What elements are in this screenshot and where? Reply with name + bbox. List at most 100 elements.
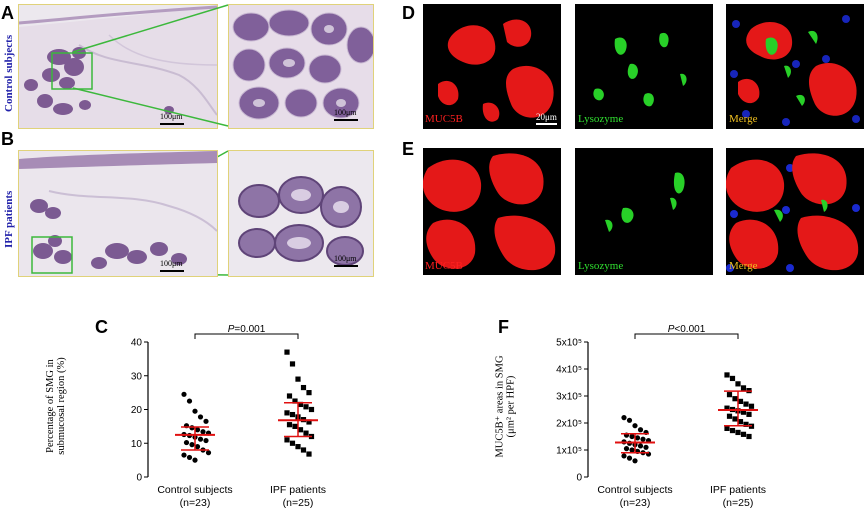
chart-c-point-control	[197, 414, 204, 420]
chart-f-ylabel: MUC5B⁺ areas in SMG (μm² per HPF)	[494, 355, 517, 458]
chart-c-ytick-label: 40	[131, 338, 143, 349]
chart-c-point-control	[183, 439, 190, 446]
chart-f-xlabel-n: (n=25)	[723, 497, 754, 509]
label-e-lysozyme: Lysozyme	[578, 260, 624, 272]
chart-f-point-ipf	[732, 416, 738, 422]
chart-c-point-control	[181, 452, 187, 458]
chart-c-ytick-label: 20	[131, 405, 143, 416]
chart-c-point-ipf	[295, 444, 301, 450]
chart-f-ytick-label: 5x10⁵	[556, 338, 582, 349]
chart-f-ytick-label: 3x10⁵	[556, 392, 582, 403]
label-d-lysozyme: Lysozyme	[578, 113, 624, 125]
chart-c-point-control	[186, 398, 193, 404]
chart-f-point-ipf	[740, 385, 747, 391]
chart-c-point-ipf	[295, 376, 301, 382]
chart-c-point-ipf	[303, 404, 309, 410]
chart-c-point-control	[192, 457, 198, 463]
chart-f-point-ipf	[735, 381, 741, 387]
histology-ipf-zoom	[228, 150, 374, 277]
chart-f-ytick-label: 0	[576, 473, 582, 484]
panel-letter-e: E	[402, 139, 415, 159]
chart-f-ytick-label: 2x10⁵	[556, 419, 582, 430]
label-d-merge: Merge	[729, 113, 758, 125]
chart-c-point-ipf	[284, 437, 290, 443]
scalebar-d: 20μm	[536, 112, 557, 125]
chart-f-point-ipf	[724, 405, 730, 411]
label-d-muc5b: MUC5B	[425, 113, 463, 125]
chart-c-point-control	[200, 429, 206, 435]
chart-c-point-ipf	[289, 361, 296, 367]
chart-c-point-control	[194, 444, 201, 450]
chart-f-point-ipf	[726, 392, 733, 398]
chart-c-pvalue-bracket	[194, 333, 299, 339]
label-e-muc5b: MUC5B	[425, 260, 463, 272]
chart-c-point-ipf	[303, 430, 309, 436]
chart-c-point-ipf	[297, 401, 304, 408]
chart-f-point-ipf	[743, 401, 749, 407]
chart-c-point-ipf	[306, 390, 312, 396]
chart-c-point-ipf	[306, 451, 312, 457]
chart-c-ytick-label: 0	[136, 473, 142, 484]
chart-f-point-ipf	[732, 396, 738, 402]
scalebar-a-left: 100μm	[160, 112, 184, 125]
chart-c: 0 10 20 30 40 P=0.001 Control subjects(n=23) IP…	[131, 325, 326, 509]
chart-c-point-ipf	[300, 384, 307, 391]
panel-letter-a: A	[1, 3, 14, 23]
chart-c-ylabel: Percentage of SMG in submucosal region (…	[45, 357, 67, 455]
chart-f-point-ipf	[740, 431, 747, 437]
chart-c-ytick-label: 10	[131, 439, 143, 450]
chart-f-point-control	[623, 446, 630, 452]
panel-letter-c: C	[95, 317, 108, 337]
chart-f-xlabel: Control subjects	[597, 484, 672, 496]
chart-c-xlabel: Control subjects	[157, 484, 232, 496]
chart-f: 0 1x10⁵ 2x10⁵ 3x10⁵ 4x10⁵ 5x10⁵ P<0.001 Control…	[556, 325, 766, 509]
chart-f-point-ipf	[746, 411, 752, 417]
fluor-d-merge	[726, 4, 864, 129]
chart-c-point-control	[197, 436, 204, 442]
chart-f-point-control	[626, 455, 633, 461]
scalebar-b-right: 100μm	[334, 254, 358, 267]
chart-f-pvalue-bracket	[634, 333, 739, 339]
chart-c-point-control	[203, 418, 209, 424]
chart-f-point-ipf	[737, 419, 744, 425]
chart-f-point-control	[621, 453, 627, 459]
chart-f-point-control	[634, 435, 641, 441]
chart-f-point-control	[637, 427, 644, 433]
chart-f-point-ipf	[729, 375, 736, 382]
fluor-d-muc5b	[423, 4, 561, 129]
chart-c-ytick-label: 30	[131, 371, 143, 382]
chart-f-point-control	[632, 423, 638, 429]
chart-f-point-ipf	[743, 421, 749, 427]
chart-f-point-control	[637, 443, 644, 449]
chart-f-point-ipf	[724, 425, 730, 431]
chart-c-xlabel-n: (n=25)	[283, 497, 314, 509]
scalebar-a-right: 100μm	[334, 108, 358, 121]
chart-c-point-ipf	[289, 440, 296, 446]
chart-f-point-control	[626, 417, 633, 423]
chart-f-point-ipf	[729, 427, 736, 434]
chart-c-point-control	[186, 454, 193, 461]
chart-f-xlabel-n: (n=23)	[620, 497, 651, 509]
fluor-e-lysozyme	[575, 148, 713, 275]
chart-f-point-ipf	[724, 372, 730, 378]
chart-f-point-control	[640, 436, 646, 442]
chart-c-point-ipf	[306, 419, 312, 425]
chart-c-point-ipf	[286, 422, 293, 428]
chart-f-point-control	[643, 444, 649, 450]
chart-f-ytick-label: 4x10⁵	[556, 365, 582, 376]
panel-letter-b: B	[1, 129, 14, 149]
chart-c-point-ipf	[297, 427, 304, 433]
chart-f-point-control	[629, 447, 635, 453]
chart-c-pvalue: P=0.001	[228, 325, 266, 335]
histology-ipf-overview	[18, 150, 218, 277]
chart-f-point-ipf	[746, 433, 752, 440]
chart-c-point-control	[203, 437, 209, 444]
fluor-e-merge	[726, 148, 864, 275]
chart-f-point-control	[632, 458, 638, 464]
chart-f-point-ipf	[726, 413, 733, 419]
chart-c-point-ipf	[292, 398, 298, 404]
fluor-e-muc5b	[423, 148, 561, 275]
fluor-d-lysozyme	[575, 4, 713, 129]
chart-f-point-ipf	[748, 403, 755, 409]
chart-f-point-control	[629, 433, 635, 440]
